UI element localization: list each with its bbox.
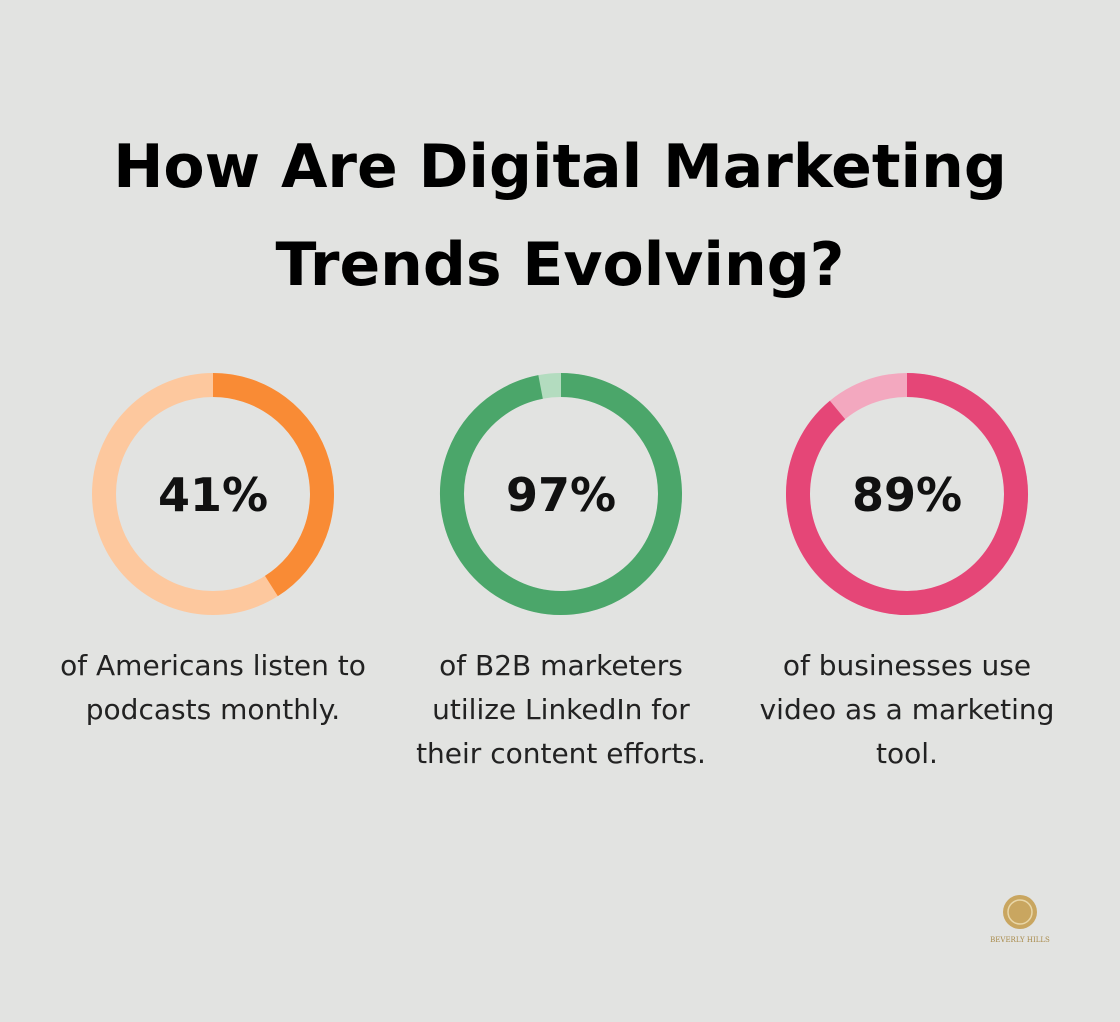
logo-ring — [1007, 899, 1033, 925]
value-label: 97% — [506, 468, 616, 522]
logo-text: BEVERLY HILLS — [990, 936, 1050, 944]
donut-arc — [440, 373, 682, 615]
value-label: 41% — [158, 468, 268, 522]
title: How Are Digital Marketing Trends Evolvin… — [113, 132, 1007, 300]
caption: of B2B marketers utilize LinkedIn for th… — [416, 649, 706, 770]
donut-arc — [786, 373, 1028, 615]
donut-arc — [212, 373, 334, 597]
value-label: 89% — [852, 468, 962, 522]
caption: of Americans listen to podcasts monthly. — [60, 649, 366, 726]
caption: of businesses use video as a marketing t… — [759, 649, 1055, 770]
